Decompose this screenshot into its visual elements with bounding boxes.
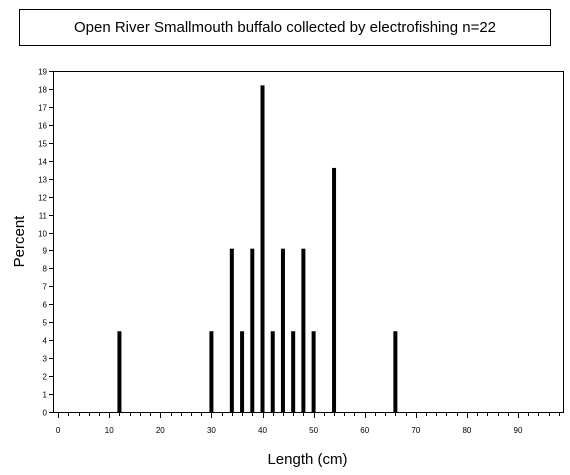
histogram-bar bbox=[311, 331, 316, 412]
y-tick-label: 5 bbox=[43, 319, 48, 328]
bars bbox=[117, 85, 398, 412]
chart-title-box: Open River Smallmouth buffalo collected … bbox=[19, 9, 551, 46]
y-tick-label: 4 bbox=[43, 337, 48, 346]
y-tick-label: 9 bbox=[43, 247, 48, 256]
y-tick-label: 16 bbox=[38, 122, 47, 131]
y-tick-label: 19 bbox=[38, 68, 47, 77]
histogram-bar bbox=[280, 248, 285, 412]
x-axis-ticks: 0 10 20 30 40 50 60 70 80 90 bbox=[56, 412, 560, 435]
plot-frame bbox=[53, 71, 564, 413]
chart-title: Open River Smallmouth buffalo collected … bbox=[73, 19, 497, 36]
x-tick-label: 20 bbox=[156, 426, 165, 435]
y-tick-label: 17 bbox=[38, 104, 47, 113]
y-tick-label: 15 bbox=[38, 140, 47, 149]
y-tick-label: 0 bbox=[43, 409, 48, 418]
x-tick-label: 70 bbox=[411, 426, 420, 435]
x-tick-label: 30 bbox=[207, 426, 216, 435]
y-axis-title: Percent bbox=[11, 215, 28, 268]
histogram-bar bbox=[332, 167, 337, 412]
y-tick-label: 14 bbox=[38, 158, 47, 167]
histogram-bar bbox=[270, 331, 275, 412]
histogram-bar bbox=[117, 331, 122, 412]
x-tick-label: 60 bbox=[360, 426, 369, 435]
y-tick-label: 6 bbox=[43, 301, 48, 310]
histogram-bar bbox=[229, 248, 234, 412]
histogram-bar bbox=[393, 331, 398, 412]
histogram-bar bbox=[250, 248, 255, 412]
histogram-bar bbox=[291, 331, 296, 412]
x-tick-label: 80 bbox=[462, 426, 471, 435]
x-axis-title: Length (cm) bbox=[267, 451, 347, 468]
y-tick-label: 2 bbox=[43, 373, 48, 382]
y-tick-label: 7 bbox=[43, 283, 48, 292]
x-tick-label: 90 bbox=[514, 426, 523, 435]
y-tick-label: 3 bbox=[43, 355, 48, 364]
y-tick-label: 18 bbox=[38, 86, 47, 95]
y-tick-label: 1 bbox=[43, 391, 48, 400]
histogram-bar bbox=[240, 331, 245, 412]
histogram-bar bbox=[260, 85, 265, 412]
x-tick-label: 0 bbox=[56, 426, 61, 435]
x-tick-label: 10 bbox=[105, 426, 114, 435]
y-tick-label: 12 bbox=[38, 194, 47, 203]
y-tick-label: 8 bbox=[43, 265, 48, 274]
x-tick-label: 40 bbox=[258, 426, 267, 435]
y-tick-label: 10 bbox=[38, 230, 47, 239]
y-tick-label: 11 bbox=[39, 212, 48, 221]
histogram-bar bbox=[301, 248, 306, 412]
x-tick-label: 50 bbox=[309, 426, 318, 435]
histogram-bar bbox=[209, 331, 214, 412]
y-tick-label: 13 bbox=[38, 176, 47, 185]
